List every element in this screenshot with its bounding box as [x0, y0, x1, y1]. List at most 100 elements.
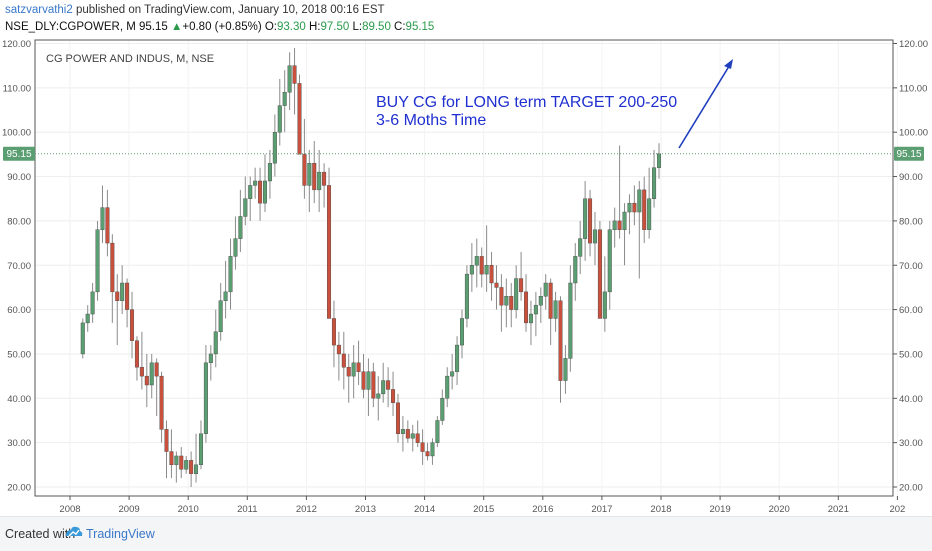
candle — [499, 274, 504, 332]
price-chart[interactable]: CG POWER AND INDUS, M, NSE 20.00 30.00 40.… — [0, 38, 932, 516]
candle — [184, 455, 189, 474]
plot-frame — [34, 39, 894, 497]
y-tick-label: 80.00 — [7, 216, 31, 227]
candle-body-up — [208, 353, 213, 364]
candle-body-up — [578, 238, 583, 257]
x-tick-label: 2016 — [532, 504, 553, 515]
candle — [543, 274, 548, 310]
target-arrow — [678, 59, 733, 149]
open-value: 93.30 — [277, 21, 306, 33]
candle-body-down — [179, 455, 184, 470]
candle — [563, 345, 568, 394]
candle-body-up — [400, 429, 405, 434]
candle — [134, 336, 139, 381]
candle-body-up — [410, 433, 415, 439]
candle-body-up — [253, 180, 258, 186]
candle-body-down — [159, 375, 164, 430]
change-value: +0.80 (+0.85%) — [182, 21, 262, 33]
candle — [617, 145, 622, 239]
candle-body-down — [361, 371, 366, 390]
candle-body-up — [80, 322, 85, 355]
candle — [356, 340, 361, 385]
candle-body-up — [484, 265, 489, 275]
candle — [351, 345, 356, 399]
candle-body-down — [395, 402, 400, 434]
x-tick-label: 2017 — [591, 504, 612, 515]
candle — [149, 353, 154, 399]
candle-body-up — [90, 291, 95, 315]
candle-body-down — [134, 340, 139, 368]
candle-body-down — [189, 460, 194, 474]
candle — [208, 345, 213, 381]
candle — [528, 300, 533, 346]
high-value: 97.50 — [320, 21, 350, 33]
x-tick-label: 2019 — [710, 504, 731, 515]
candle — [253, 167, 258, 199]
candle-body-down — [391, 389, 396, 403]
y-tick-label: 30.00 — [7, 438, 31, 449]
candle-body-down — [164, 429, 169, 452]
candle-body-up — [194, 464, 199, 474]
candle — [597, 220, 602, 319]
candle-body-up — [627, 202, 632, 213]
candle — [588, 189, 593, 257]
candle-body-down — [524, 291, 529, 324]
candle-body-up — [184, 460, 189, 470]
candle-body-up — [351, 362, 356, 377]
candle-body-down — [139, 367, 144, 377]
candle-body-down — [558, 300, 563, 381]
candle-body-up — [233, 238, 238, 257]
tradingview-logo-icon[interactable] — [64, 524, 84, 540]
candle-body-up — [474, 256, 479, 266]
candle — [612, 207, 617, 248]
candle — [125, 278, 130, 328]
candle — [228, 238, 233, 310]
candle-body-up — [218, 300, 223, 332]
candle — [105, 189, 110, 257]
x-tick-label: 2018 — [650, 504, 671, 515]
candle — [100, 185, 105, 244]
candle-body-up — [637, 189, 642, 213]
candle — [391, 371, 396, 417]
candle-body-up — [553, 300, 558, 319]
candle — [233, 216, 238, 270]
candle — [533, 291, 538, 337]
candle-body-down — [548, 282, 553, 319]
candle — [602, 256, 607, 332]
candle — [509, 282, 514, 328]
candle — [213, 309, 218, 368]
candle — [474, 238, 479, 288]
x-tick-label: 2011 — [237, 504, 257, 515]
candle-body-down — [169, 451, 174, 466]
candle — [366, 358, 371, 417]
candle — [435, 416, 440, 448]
candle-body-up — [602, 291, 607, 319]
candle — [331, 300, 336, 368]
candle — [381, 362, 386, 403]
candle — [420, 429, 425, 465]
candle — [430, 438, 435, 465]
candle — [139, 331, 144, 390]
candle-body-down — [420, 442, 425, 452]
candle-body-up — [228, 256, 233, 293]
candle-body-up — [622, 211, 627, 230]
candle-body-down — [130, 309, 135, 341]
candle — [450, 353, 455, 390]
candle-body-down — [489, 265, 494, 284]
candle-body-down — [258, 180, 263, 204]
candle — [267, 149, 272, 199]
candle-body-up — [381, 380, 386, 395]
y-tick-label-right: 60.00 — [899, 305, 923, 316]
candle-body-down — [617, 220, 622, 230]
candle-body-up — [563, 358, 568, 381]
candle-body-up — [592, 229, 597, 244]
candle-body-up — [272, 131, 277, 164]
candle — [110, 234, 115, 323]
author-link[interactable]: satzvarvathi2 — [5, 4, 73, 16]
price-tag-left-text: 95.15 — [6, 149, 31, 160]
y-tick-label: 100.00 — [2, 128, 31, 139]
y-axis-right: 20.00 30.00 40.00 50.00 60.00 70.00 80.00 90.00… — [893, 39, 928, 494]
candle-body-up — [263, 180, 268, 204]
tradingview-brand-link[interactable]: TradingView — [86, 527, 155, 541]
y-tick-label-right: 30.00 — [899, 438, 923, 449]
